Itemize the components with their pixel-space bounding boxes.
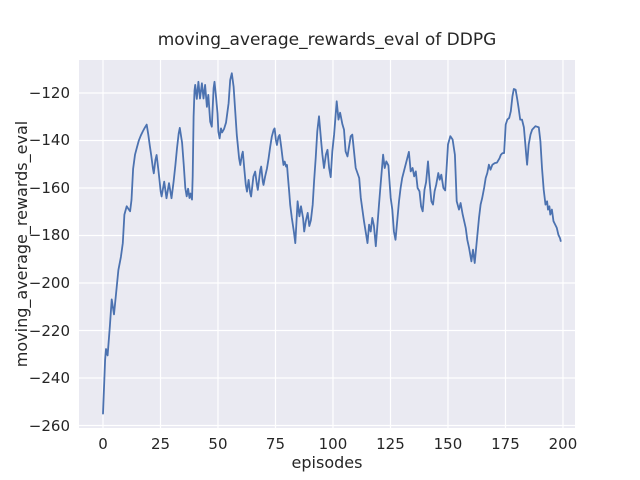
y-tick-label: −140: [28, 131, 70, 150]
plot-area: [79, 60, 575, 428]
y-tick-label: −240: [28, 369, 70, 387]
x-tick-label: 25: [150, 435, 171, 453]
x-tick-label: 125: [376, 435, 405, 453]
plot-canvas: [79, 60, 575, 428]
x-tick-label: 100: [318, 435, 348, 453]
x-axis-label: episodes: [291, 453, 363, 472]
y-tick-label: −120: [28, 83, 70, 102]
y-tick-label: −220: [28, 321, 70, 340]
y-tick-label: −160: [28, 178, 70, 197]
x-tick-label: 175: [491, 435, 520, 453]
x-tick-label: 75: [265, 435, 286, 453]
x-tick-label: 50: [208, 435, 228, 453]
x-tick-label: 150: [433, 435, 463, 453]
data-line-moving_average_rewards_eval: [102, 72, 562, 415]
y-axis-label: moving_average_rewards_eval: [12, 120, 31, 368]
y-tick-label: −260: [28, 416, 70, 435]
x-tick-label: 200: [548, 435, 578, 453]
x-tick-label: 0: [98, 435, 108, 453]
y-tick-label: −200: [28, 273, 70, 292]
y-tick-label: −180: [28, 226, 70, 245]
chart-title: moving_average_rewards_eval of DDPG: [157, 30, 497, 50]
